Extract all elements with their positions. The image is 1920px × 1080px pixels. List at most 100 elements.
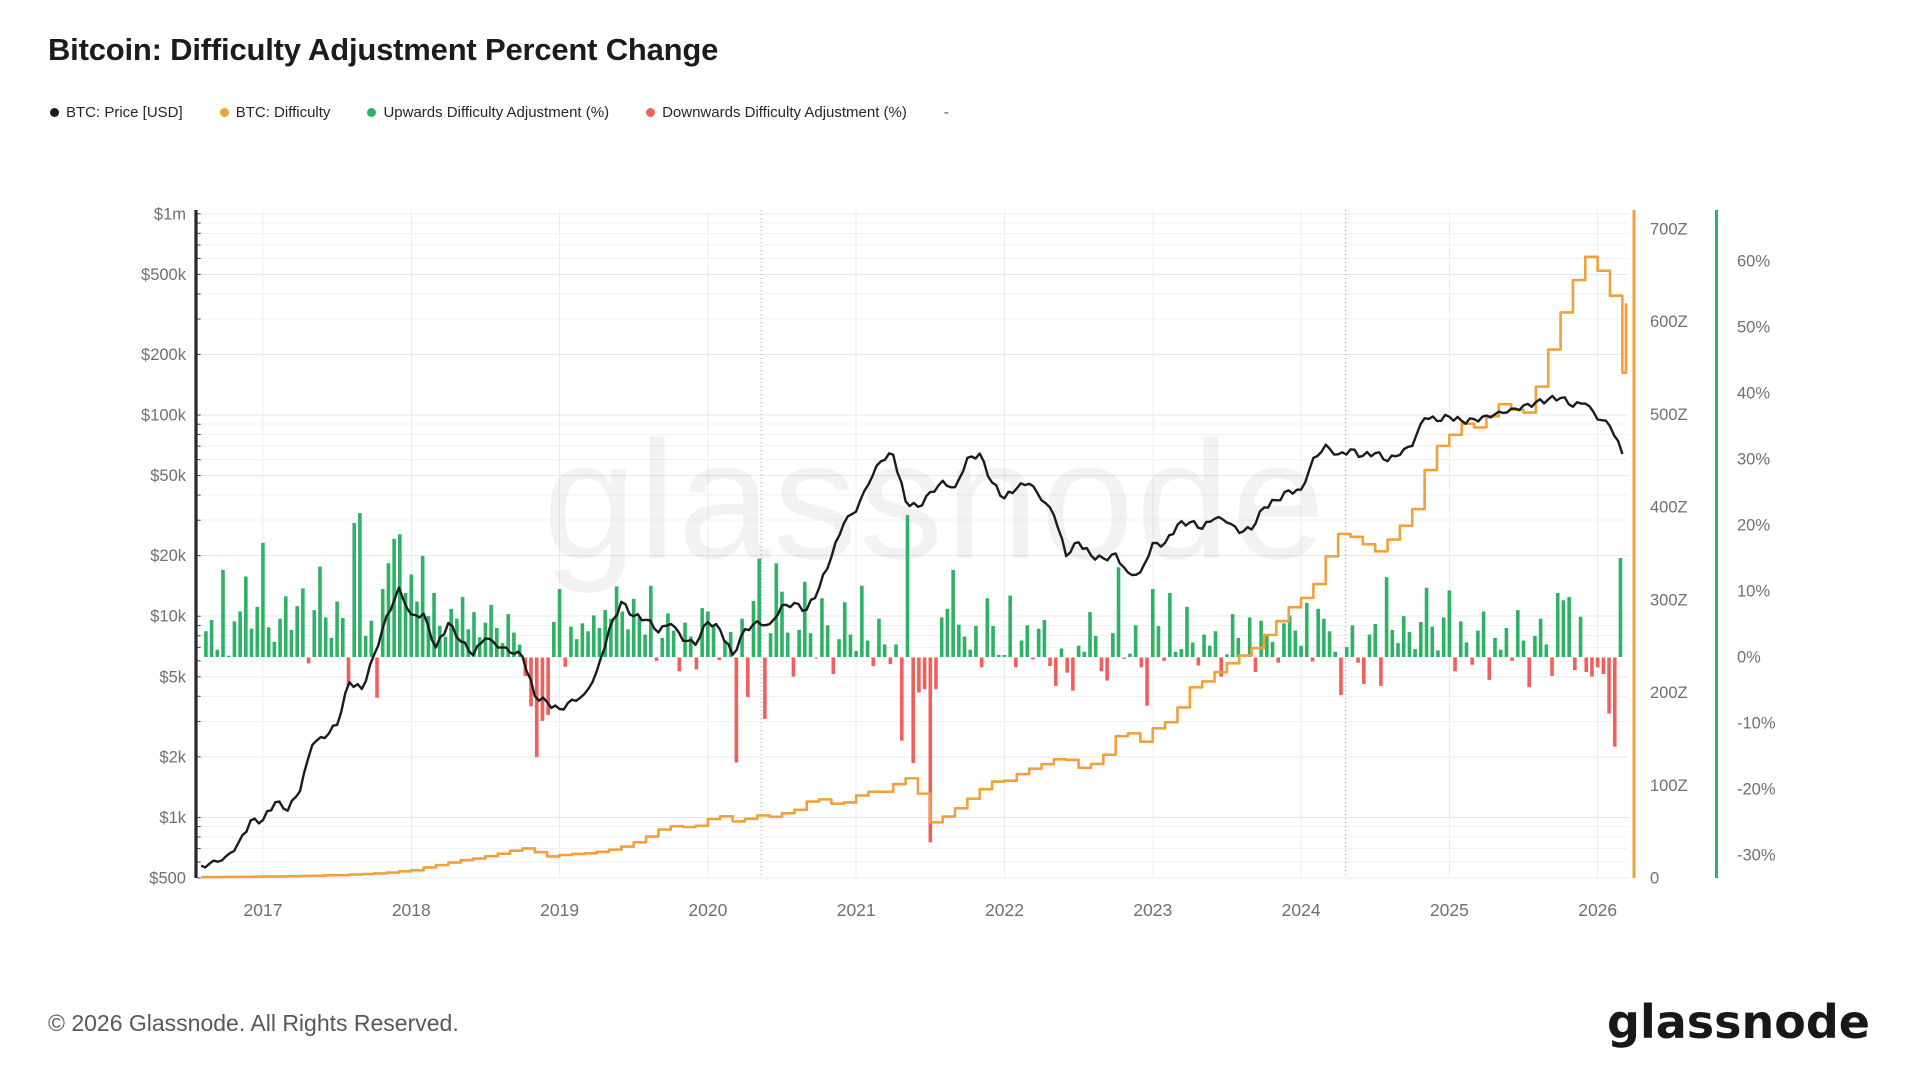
downward-adjustment-bar (1487, 657, 1492, 680)
percent-axis-label: 10% (1737, 583, 1770, 601)
upward-adjustment-bar (1265, 633, 1269, 657)
axis-lines (194, 210, 1718, 879)
upward-adjustment-bar (443, 636, 448, 657)
difficulty-axis-labels: 700Z 600Z 500Z 400Z 300Z 200Z 100Z 0 (1650, 221, 1688, 888)
x-axis-year-label: 2025 (1430, 900, 1469, 920)
downwards-series-dot (646, 108, 656, 117)
upward-adjustment-bar (1464, 642, 1469, 657)
percent-axis-label: -30% (1737, 847, 1776, 865)
upward-adjustment-bar (957, 624, 961, 657)
downward-adjustment-bar (1048, 657, 1052, 667)
upward-adjustment-bar (711, 625, 716, 657)
upward-adjustment-bar (301, 588, 305, 657)
upward-adjustment-bar (637, 616, 642, 657)
plot-area[interactable] (200, 210, 1628, 878)
price-axis-label: $10k (150, 608, 187, 626)
difficulty-axis-label: 0 (1650, 870, 1659, 888)
glassnode-watermark: glassnode (543, 406, 1327, 594)
downward-adjustment-bar (1014, 657, 1018, 668)
upward-adjustment-bar (751, 600, 756, 657)
downward-adjustment-bar (1139, 657, 1144, 668)
upward-adjustment-bar (569, 626, 573, 657)
price-axis-label: $50k (150, 467, 187, 485)
price-axis-label: $500 (149, 870, 186, 888)
upward-adjustment-bar (386, 563, 391, 657)
upward-adjustment-bar (1561, 600, 1566, 657)
difficulty-axis-label: 700Z (1650, 221, 1688, 239)
difficulty-axis-label: 400Z (1650, 499, 1688, 517)
downward-adjustment-bar (1105, 657, 1109, 681)
downward-adjustment-bar (928, 657, 933, 843)
upward-adjustment-bar (1344, 647, 1349, 657)
upward-adjustment-bar (626, 629, 630, 657)
price-axis-labels: $1m $500k $200k $100k $50k $20k $10k $5k $2k $1k $… (141, 205, 187, 887)
upward-adjustment-bar (1304, 602, 1309, 657)
upward-adjustment-bar (1447, 590, 1452, 657)
upward-adjustment-bar (1384, 577, 1389, 657)
upward-adjustment-bar (1076, 645, 1081, 657)
price-series-dot (50, 108, 59, 117)
percent-axis-label: 20% (1737, 517, 1770, 535)
price-axis-label: $5k (159, 668, 186, 686)
upward-adjustment-bar (272, 641, 277, 657)
upward-adjustment-bar (278, 618, 282, 657)
upward-adjustment-bar (1247, 617, 1252, 657)
copyright-text: © 2026 Glassnode. All Rights Reserved. (48, 1010, 459, 1036)
legend-item-difficulty[interactable]: BTC: Difficulty (219, 104, 330, 121)
upward-adjustment-bar (506, 614, 511, 657)
upward-adjustment-bar (398, 534, 402, 657)
x-axis-year-label: 2024 (1282, 900, 1321, 920)
downward-adjustment-bar (1310, 657, 1315, 662)
glassnode-logo[interactable]: glassnode (1607, 995, 1870, 1049)
downward-adjustment-bar (1145, 657, 1149, 706)
difficulty-series-dot (219, 108, 229, 117)
upward-adjustment-bar (420, 556, 425, 657)
upward-adjustment-bar (1213, 631, 1218, 657)
upward-adjustment-bar (1173, 651, 1178, 657)
upward-adjustment-bar (437, 625, 442, 657)
downward-adjustment-bar (1584, 657, 1589, 673)
upward-adjustment-bar (603, 610, 607, 657)
upward-adjustment-bar (238, 611, 242, 657)
legend: BTC: Price [USD] BTC: Difficulty Upwards… (50, 104, 949, 121)
legend-label-downwards: Downwards Difficulty Adjustment (%) (662, 104, 907, 121)
upward-adjustment-bar (666, 613, 670, 657)
legend-item-upwards[interactable]: Upwards Difficulty Adjustment (%) (367, 104, 609, 121)
x-axis-year-label: 2020 (688, 900, 727, 920)
upward-adjustment-bar (1316, 608, 1320, 657)
upward-adjustment-bar (1367, 634, 1372, 657)
upward-adjustment-bar (614, 586, 619, 657)
upward-adjustment-bar (1093, 635, 1098, 657)
downward-adjustment-bar (763, 657, 767, 719)
upward-adjustment-bar (1555, 592, 1560, 657)
downward-adjustment-bar (888, 657, 893, 665)
downward-adjustment-bar (1595, 657, 1600, 668)
upward-adjustment-bar (774, 563, 779, 657)
upward-adjustment-bar (1413, 649, 1417, 657)
legend-label-dash: - (943, 104, 949, 121)
upward-adjustment-bar (1156, 625, 1161, 657)
upward-adjustment-bar (266, 627, 271, 657)
upward-adjustment-bar (882, 644, 887, 657)
upward-adjustment-bar (1430, 626, 1435, 657)
upward-adjustment-bar (951, 569, 955, 657)
upward-adjustment-bar (323, 617, 328, 657)
downward-adjustment-bar (1379, 657, 1383, 686)
upward-adjustment-bar (1150, 589, 1155, 657)
upward-adjustment-bar (723, 640, 727, 657)
downward-adjustment-bar (654, 657, 659, 661)
legend-item-price[interactable]: BTC: Price [USD] (50, 104, 183, 121)
upward-adjustment-bar (860, 585, 864, 657)
upward-adjustment-bar (1458, 621, 1463, 657)
difficulty-axis-label: 200Z (1650, 684, 1688, 702)
upward-adjustment-bar (517, 644, 522, 657)
legend-item-downwards[interactable]: Downwards Difficulty Adjustment (%) (646, 104, 907, 121)
upward-adjustment-bar (557, 589, 562, 657)
downward-adjustment-bar (1361, 657, 1366, 684)
halving-lines (760, 210, 1347, 878)
upward-adjustment-bar (1401, 616, 1406, 657)
upward-adjustment-bar (894, 644, 898, 657)
downward-adjustment-bar (1510, 657, 1514, 661)
downward-adjustment-bar (1550, 657, 1554, 676)
